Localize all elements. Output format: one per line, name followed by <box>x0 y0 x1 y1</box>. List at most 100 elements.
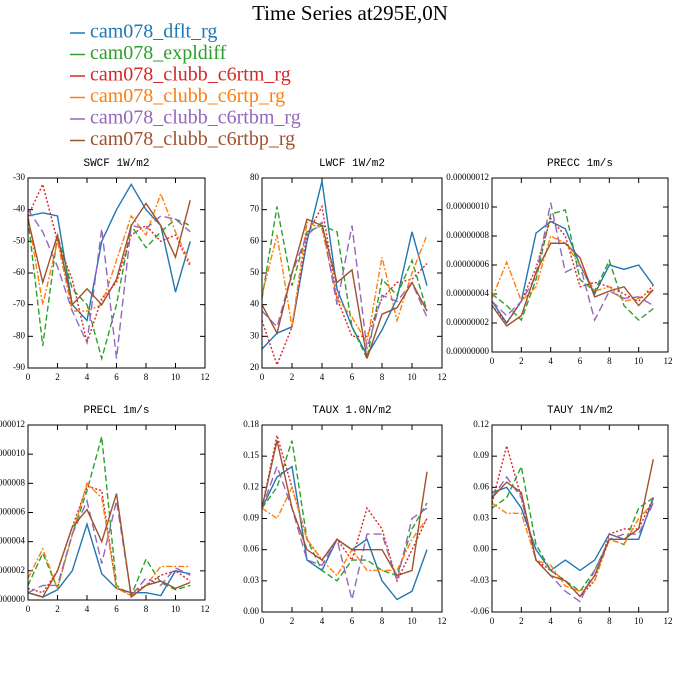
y-tick-label: 0.00000006 <box>446 259 489 269</box>
y-tick-label: 0.00000010 <box>0 448 26 458</box>
series-line <box>491 464 654 593</box>
panel-title: LWCF 1W/m2 <box>319 158 385 170</box>
legend-label: cam078_dflt_rg <box>90 21 217 43</box>
panel-title: TAUX 1.0N/m2 <box>312 405 391 417</box>
x-tick-label: 8 <box>380 616 385 626</box>
x-tick-label: 8 <box>380 372 385 382</box>
x-tick-label: 0 <box>490 616 495 626</box>
x-tick-label: 10 <box>171 372 181 382</box>
series-line <box>27 199 191 307</box>
y-tick-label: -0.03 <box>470 575 489 585</box>
x-tick-label: 4 <box>320 372 325 382</box>
x-tick-label: 2 <box>519 356 524 366</box>
y-tick-label: 60 <box>250 235 260 245</box>
x-tick-label: 2 <box>55 604 60 614</box>
x-tick-label: 10 <box>634 356 644 366</box>
y-tick-label: 0.00000008 <box>0 477 26 487</box>
y-tick-label: 50 <box>250 267 260 277</box>
x-tick-label: 6 <box>350 372 355 382</box>
x-tick-label: 4 <box>85 372 90 382</box>
y-tick-label: 0.00000008 <box>446 230 489 240</box>
series-line <box>261 485 428 577</box>
x-tick-label: 0 <box>26 604 31 614</box>
panel-title: SWCF 1W/m2 <box>83 158 149 170</box>
legend-label: cam078_expldiff <box>90 42 227 64</box>
y-tick-label: 0.18 <box>243 419 259 429</box>
y-tick-label: 0.06 <box>473 481 489 491</box>
y-tick-label: -50 <box>13 235 25 245</box>
panel-title: TAUY 1N/m2 <box>547 405 613 417</box>
y-tick-label: 0.09 <box>473 450 489 460</box>
y-tick-label: 30 <box>250 330 260 340</box>
series-line <box>491 242 654 327</box>
panel-title: PRECC 1m/s <box>547 158 613 170</box>
x-tick-label: 10 <box>408 372 418 382</box>
y-tick-label: 0.00000002 <box>446 317 489 327</box>
x-tick-label: 0 <box>260 372 265 382</box>
x-tick-label: 4 <box>548 616 553 626</box>
x-tick-label: 12 <box>201 372 210 382</box>
series-line <box>27 482 191 597</box>
x-tick-label: 8 <box>607 356 612 366</box>
y-tick-label: 80 <box>250 172 260 182</box>
plot-frame <box>261 177 443 369</box>
series-line <box>27 182 191 346</box>
x-tick-label: 2 <box>519 616 524 626</box>
x-tick-label: 6 <box>114 372 119 382</box>
y-tick-label: -60 <box>13 267 25 277</box>
y-tick-label: 0.00000006 <box>0 507 26 517</box>
series-line <box>261 221 428 345</box>
legend-label: cam078_clubb_c6rtbm_rg <box>90 107 301 129</box>
x-tick-label: 0 <box>260 616 265 626</box>
series-line <box>491 235 654 303</box>
x-tick-label: 12 <box>664 616 673 626</box>
x-tick-label: 12 <box>664 356 673 366</box>
x-tick-label: 12 <box>201 604 210 614</box>
y-tick-label: 0.15 <box>243 450 259 460</box>
legend-label: cam078_clubb_c6rtp_rg <box>90 85 285 107</box>
series-line <box>261 440 428 577</box>
y-tick-label: 0.03 <box>473 513 489 523</box>
series-line <box>27 493 191 599</box>
x-tick-label: 10 <box>634 616 644 626</box>
series-line <box>27 182 191 322</box>
x-tick-label: 6 <box>578 616 583 626</box>
y-tick-label: 0.00000010 <box>446 201 489 211</box>
plot-frame <box>491 177 669 353</box>
series-line <box>27 209 191 359</box>
y-tick-label: 0.00000004 <box>446 288 489 298</box>
x-tick-label: 2 <box>290 616 295 626</box>
panel-title: PRECL 1m/s <box>83 405 149 417</box>
x-tick-label: 10 <box>408 616 418 626</box>
series-line <box>491 217 654 325</box>
series-line <box>261 440 428 582</box>
y-tick-label: 0.00 <box>473 544 489 554</box>
x-tick-label: 6 <box>578 356 583 366</box>
figure-title: Time Series at295E,0N <box>252 1 448 25</box>
y-tick-label: 70 <box>250 204 260 214</box>
plot-frame <box>491 424 669 613</box>
x-tick-label: 2 <box>55 372 60 382</box>
x-tick-label: 10 <box>171 604 181 614</box>
y-tick-label: 0.00000000 <box>446 346 489 356</box>
y-tick-label: 0.00000002 <box>0 565 25 575</box>
y-tick-label: -30 <box>13 172 25 182</box>
x-tick-label: 8 <box>144 372 149 382</box>
x-tick-label: 4 <box>320 616 325 626</box>
y-tick-label: 20 <box>250 362 260 372</box>
series-line <box>491 202 654 323</box>
series-line <box>27 191 191 312</box>
y-tick-label: -90 <box>13 362 25 372</box>
y-tick-label: -0.06 <box>470 606 489 616</box>
legend-label: cam078_clubb_c6rtm_rg <box>90 64 291 86</box>
y-tick-label: 0.12 <box>473 419 489 429</box>
x-tick-label: 4 <box>85 604 90 614</box>
x-tick-label: 8 <box>607 616 612 626</box>
x-tick-label: 0 <box>26 372 31 382</box>
y-tick-label: 40 <box>250 299 260 309</box>
x-tick-label: 6 <box>350 616 355 626</box>
series-line <box>261 204 428 367</box>
legend-label: cam078_clubb_c6rtbp_rg <box>90 128 295 150</box>
series-line <box>261 464 428 600</box>
y-tick-label: -80 <box>13 330 25 340</box>
